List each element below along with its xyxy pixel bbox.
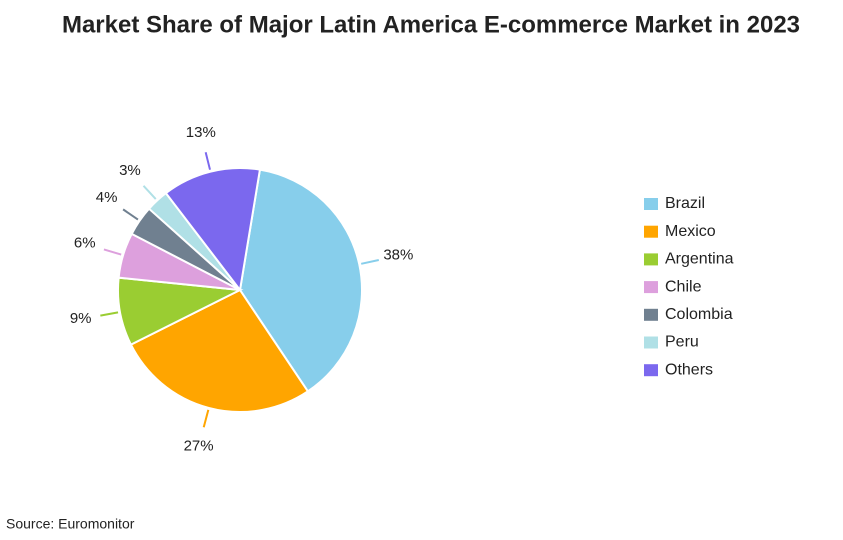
- leader-line: [100, 311, 119, 317]
- pie-slice: [238, 168, 363, 393]
- pie-slice: [129, 288, 310, 413]
- pie-slice: [164, 167, 262, 293]
- legend-swatch: [644, 336, 658, 349]
- leader-line: [202, 409, 210, 428]
- leader-line: [142, 185, 157, 200]
- source-note: Source: Euromonitor: [6, 516, 135, 532]
- legend-label: Mexico: [665, 223, 716, 240]
- legend-label: Brazil: [665, 195, 705, 212]
- legend-label: Peru: [665, 334, 699, 351]
- legend-swatch: [644, 308, 658, 321]
- legend-swatch: [644, 198, 658, 210]
- legend-label: Argentina: [665, 251, 734, 268]
- data-label: 6%: [74, 235, 96, 252]
- leader-line: [122, 208, 139, 221]
- legend-swatch: [644, 281, 658, 294]
- data-label: 38%: [383, 247, 413, 264]
- data-label: 4%: [96, 189, 118, 206]
- legend-label: Colombia: [665, 306, 733, 323]
- legend-swatch: [644, 253, 658, 266]
- legend-swatch: [644, 364, 658, 377]
- leader-line: [103, 248, 122, 256]
- leader-line: [360, 259, 380, 265]
- data-label: 13%: [186, 124, 216, 141]
- data-label: 9%: [70, 310, 92, 327]
- legend-swatch: [644, 225, 658, 238]
- leader-line: [204, 151, 211, 170]
- legend-label: Others: [665, 361, 713, 378]
- data-label: 3%: [119, 162, 141, 179]
- data-label: 27%: [184, 438, 214, 455]
- legend-label: Chile: [665, 278, 702, 295]
- chart-title: Market Share of Major Latin America E-co…: [62, 11, 800, 38]
